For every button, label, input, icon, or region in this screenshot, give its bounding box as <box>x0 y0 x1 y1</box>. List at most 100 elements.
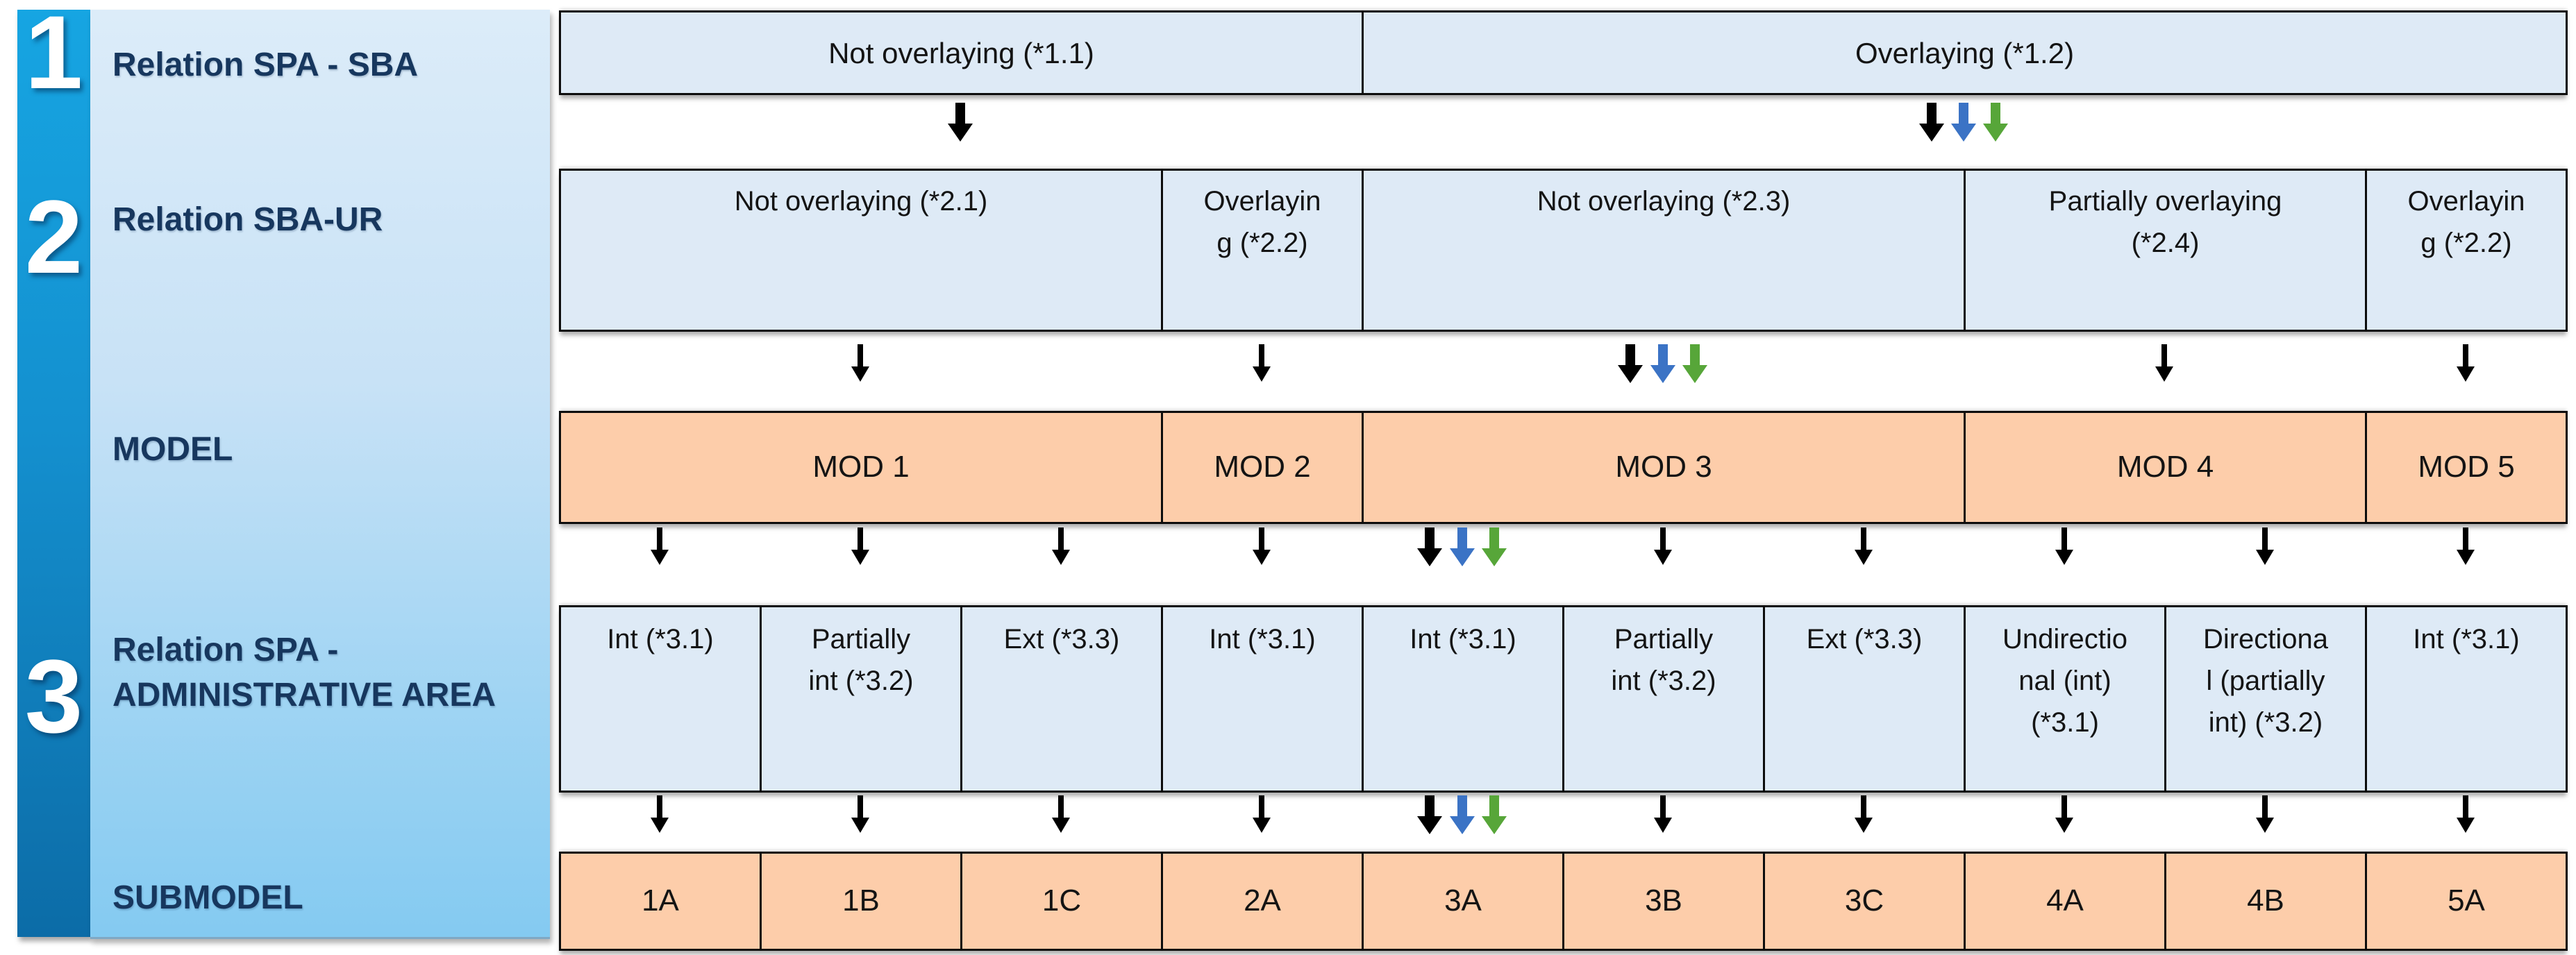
model-cell-label: MOD 4 <box>2116 450 2214 484</box>
down-arrow-black-icon <box>1416 527 1444 566</box>
submodel-cell: 1A <box>559 852 762 951</box>
down-arrow-black-icon <box>649 795 670 833</box>
relation-spa-administrative-area-cell: Ext (*3.3) <box>1763 605 1966 793</box>
sidebar-label-relation-sba-ur: Relation SBA-UR <box>112 201 383 238</box>
down-arrow-green-icon <box>1480 795 1508 834</box>
down-arrow-black-icon <box>649 527 670 565</box>
relation-spa-administrative-area-cell-label: Ext (*3.3) <box>1003 624 1120 654</box>
step-number-3: 3 <box>24 638 83 754</box>
down-arrow-black-icon <box>1853 795 1874 833</box>
sidebar-number-strip <box>17 10 90 937</box>
model-cell: MOD 1 <box>559 411 1163 524</box>
step-number-2: 2 <box>24 178 83 295</box>
down-arrow-black-icon <box>1918 103 1946 142</box>
submodel-cell: 3B <box>1562 852 1765 951</box>
submodel-cell-label: 1A <box>642 884 679 918</box>
down-arrow-green-icon <box>1681 344 1709 383</box>
down-arrow-blue-icon <box>1649 344 1677 383</box>
down-arrow-black-icon <box>1051 795 1071 833</box>
relation-spa-administrative-area-cell-label: Int (*3.1) <box>1410 624 1516 654</box>
relation-spa-sba-row: Not overlaying (*1.1) Overlaying (*1.2) <box>559 10 2568 95</box>
relation-spa-sba-cell: Not overlaying (*1.1) <box>559 10 1364 95</box>
step-number-1: 1 <box>24 0 83 110</box>
down-arrow-black-icon <box>1853 527 1874 565</box>
submodel-cell-label: 3B <box>1645 884 1682 918</box>
down-arrow-black-icon <box>2255 795 2275 833</box>
submodel-cell: 4A <box>1964 852 2166 951</box>
model-row: MOD 1 MOD 2 MOD 3 MOD 4 MOD 5 <box>559 411 2568 524</box>
relation-spa-administrative-area-cell: Int (*3.1) <box>559 605 762 793</box>
down-arrow-black-icon <box>1616 344 1644 383</box>
submodel-cell: 4B <box>2164 852 2367 951</box>
sidebar-label-submodel: SUBMODEL <box>112 879 303 916</box>
down-arrow-black-icon <box>2054 795 2075 833</box>
sidebar-label-relation-spa-sba: Relation SPA - SBA <box>112 47 419 83</box>
down-arrow-black-icon <box>2455 527 2476 565</box>
down-arrow-green-icon <box>1982 103 2009 142</box>
relation-sba-ur-cell-label: Overlayin g (*2.2) <box>1203 186 1321 258</box>
down-arrow-black-icon <box>2255 527 2275 565</box>
relation-sba-ur-row: Not overlaying (*2.1) Overlayin g (*2.2) N… <box>559 169 2568 332</box>
submodel-cell-label: 4B <box>2247 884 2284 918</box>
relation-spa-administrative-area-cell: Undirectio nal (int) (*3.1) <box>1964 605 2166 793</box>
sidebar-label-relation-spa-administrative-area: Relation SPA - ADMINISTRATIVE AREA <box>112 632 496 713</box>
relation-spa-administrative-area-row: Int (*3.1) Partially int (*3.2) Ext (*3.3)… <box>559 605 2568 793</box>
model-cell-label: MOD 2 <box>1214 450 1311 484</box>
relation-sba-ur-cell: Not overlaying (*2.1) <box>559 169 1163 332</box>
relation-sba-ur-cell-label: Not overlaying (*2.1) <box>734 186 988 217</box>
relation-spa-sba-cell-label: Not overlaying (*1.1) <box>828 36 1094 69</box>
relation-spa-administrative-area-cell: Ext (*3.3) <box>960 605 1163 793</box>
submodel-cell: 1C <box>960 852 1163 951</box>
relation-spa-administrative-area-cell-label: Ext (*3.3) <box>1806 624 1923 654</box>
down-arrow-black-icon <box>1051 527 1071 565</box>
relation-spa-sba-cell-label: Overlaying (*1.2) <box>1855 36 2075 69</box>
relation-spa-administrative-area-cell: Int (*3.1) <box>1362 605 1564 793</box>
relation-sba-ur-cell-label: Overlayin g (*2.2) <box>2407 186 2525 258</box>
relation-spa-administrative-area-cell: Int (*3.1) <box>2365 605 2568 793</box>
submodel-cell: 2A <box>1161 852 1364 951</box>
down-arrow-black-icon <box>2054 527 2075 565</box>
relation-spa-administrative-area-cell-label: Int (*3.1) <box>607 624 714 654</box>
submodel-cell: 3A <box>1362 852 1564 951</box>
model-cell-label: MOD 5 <box>2418 450 2515 484</box>
relation-sba-ur-cell-label: Partially overlaying (*2.4) <box>2048 186 2282 258</box>
submodel-cell-label: 3C <box>1844 884 1884 918</box>
model-cell-label: MOD 3 <box>1615 450 1712 484</box>
submodel-cell-label: 4A <box>2046 884 2084 918</box>
down-arrow-black-icon <box>1251 344 1272 382</box>
relation-sba-ur-cell: Not overlaying (*2.3) <box>1362 169 1966 332</box>
down-arrow-green-icon <box>1480 527 1508 566</box>
submodel-row: 1A 1B 1C 2A 3A 3B 3C 4A 4B 5A <box>559 852 2568 951</box>
relation-spa-administrative-area-cell-label: Int (*3.1) <box>2413 624 2520 654</box>
relation-spa-administrative-area-cell-label: Partially int (*3.2) <box>808 624 914 696</box>
model-cell-label: MOD 1 <box>812 450 910 484</box>
down-arrow-black-icon <box>850 795 871 833</box>
sidebar-panel <box>90 10 550 939</box>
down-arrow-blue-icon <box>1448 527 1476 566</box>
relation-spa-administrative-area-cell: Partially int (*3.2) <box>760 605 962 793</box>
relation-spa-sba-cell: Overlaying (*1.2) <box>1362 10 2568 95</box>
down-arrow-black-icon <box>1251 795 1272 833</box>
model-cell: MOD 2 <box>1161 411 1364 524</box>
relation-spa-administrative-area-cell: Partially int (*3.2) <box>1562 605 1765 793</box>
down-arrow-black-icon <box>1653 527 1673 565</box>
sidebar-label-model: MODEL <box>112 431 233 468</box>
submodel-cell-label: 1C <box>1042 884 1082 918</box>
submodel-cell: 1B <box>760 852 962 951</box>
down-arrow-black-icon <box>2154 344 2175 382</box>
down-arrow-black-icon <box>1416 795 1444 834</box>
down-arrow-black-icon <box>850 344 871 382</box>
down-arrow-black-icon <box>946 103 974 142</box>
model-cell: MOD 5 <box>2365 411 2568 524</box>
relation-spa-administrative-area-cell-label: Directiona l (partially int) (*3.2) <box>2202 624 2329 738</box>
down-arrow-black-icon <box>2455 344 2476 382</box>
model-cell: MOD 4 <box>1964 411 2367 524</box>
submodel-cell: 5A <box>2365 852 2568 951</box>
submodel-cell-label: 2A <box>1244 884 1281 918</box>
down-arrow-blue-icon <box>1950 103 1977 142</box>
submodel-cell-label: 5A <box>2448 884 2485 918</box>
relation-sba-ur-cell-label: Not overlaying (*2.3) <box>1537 186 1791 217</box>
down-arrow-blue-icon <box>1448 795 1476 834</box>
down-arrow-black-icon <box>850 527 871 565</box>
